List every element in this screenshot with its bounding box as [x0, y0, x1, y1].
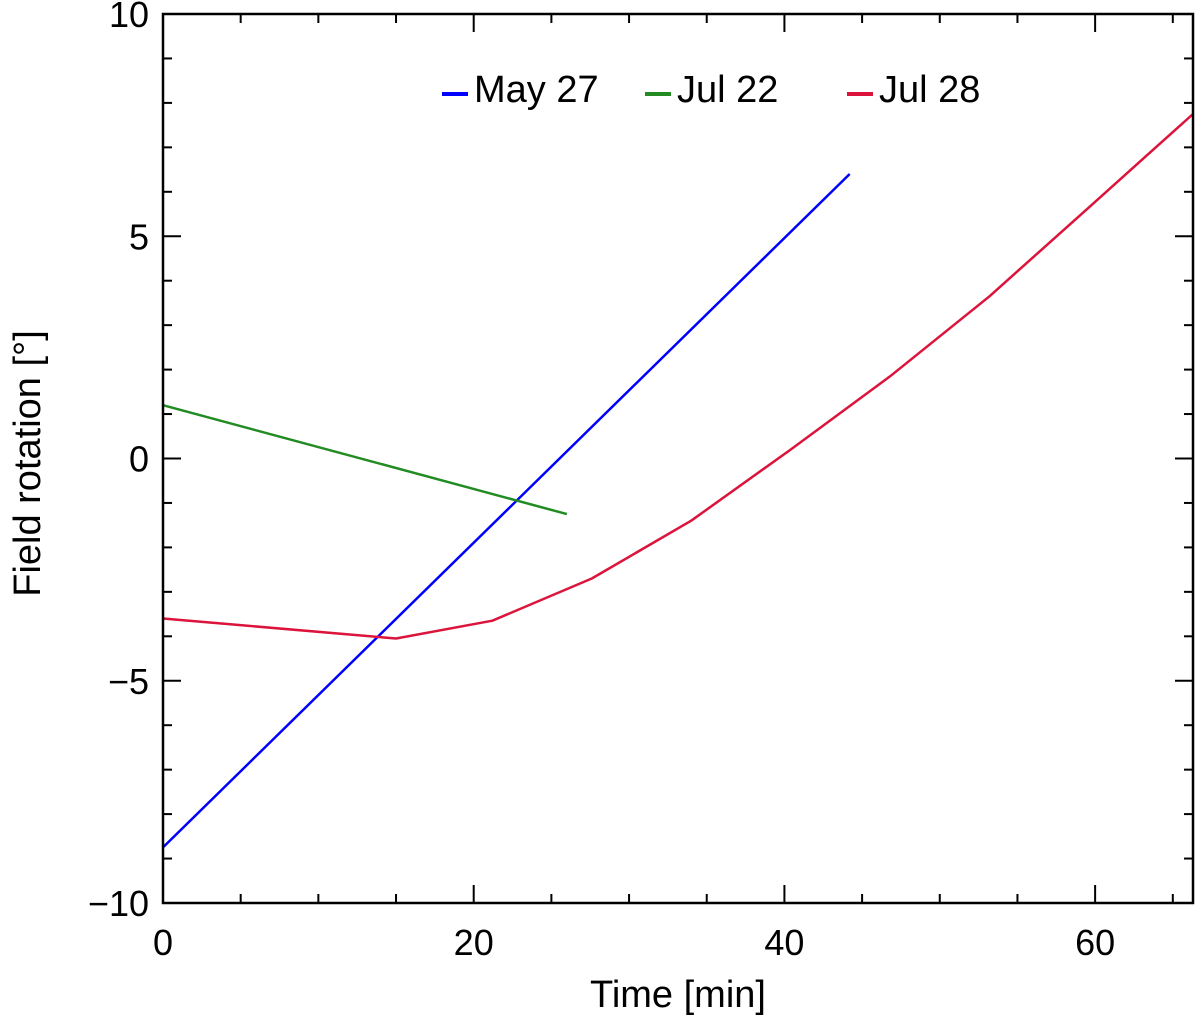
series-line-jul-22	[162, 403, 568, 516]
tick-labels: 0 20 40 60 −10 −5 0 5 10	[88, 0, 1115, 963]
x-tick-label: 20	[454, 922, 494, 963]
y-tick-label: −10	[88, 883, 149, 924]
legend: May 27 Jul 22 Jul 28	[442, 69, 980, 111]
x-axis-title: Time [min]	[590, 974, 766, 1016]
y-axis-title: Field rotation [°]	[7, 330, 49, 597]
series-line-may-27	[162, 173, 851, 849]
x-tick-label: 60	[1075, 922, 1115, 963]
legend-item: May 27	[442, 69, 599, 111]
legend-label: Jul 28	[879, 69, 980, 111]
y-tick-label: 5	[129, 216, 149, 257]
legend-label: May 27	[474, 69, 599, 111]
series-line-jul-28	[162, 113, 1194, 640]
legend-item: Jul 28	[847, 69, 980, 111]
x-tick-label: 40	[764, 922, 804, 963]
plot-frame	[161, 12, 1195, 905]
axis-ticks	[162, 13, 1193, 904]
y-tick-label: −5	[108, 661, 149, 702]
legend-label: Jul 22	[677, 69, 778, 111]
x-tick-label: 0	[153, 922, 173, 963]
y-tick-label: 10	[109, 0, 149, 35]
y-tick-label: 0	[129, 439, 149, 480]
series-lines	[162, 113, 1194, 849]
legend-item: Jul 22	[645, 69, 778, 111]
